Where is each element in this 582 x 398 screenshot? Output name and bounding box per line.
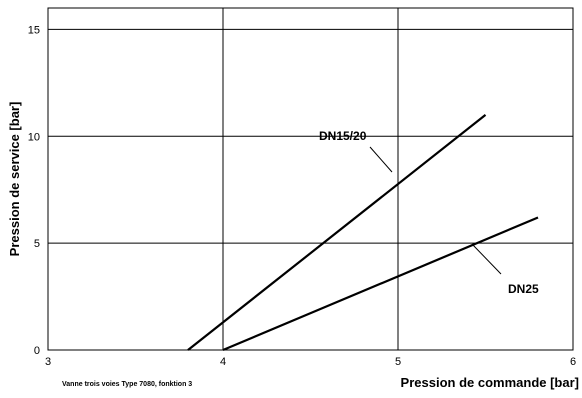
x-tick-label-6: 6 (570, 356, 576, 368)
y-tick-label-0: 0 (34, 345, 40, 357)
plot-frame (47, 7, 574, 351)
y-tick-label-10: 10 (28, 131, 40, 143)
grid (47, 8, 574, 351)
series-label-dn25: DN25 (508, 282, 539, 296)
series-line-dn25 (222, 216, 539, 352)
series-label-leader-dn15-20 (369, 146, 393, 173)
series-callouts: DN15/20 DN25 (319, 129, 539, 296)
series-lines (187, 114, 539, 352)
chart-footnote: Vanne trois voies Type 7080, fonktion 3 (62, 381, 192, 388)
x-tick-label-4: 4 (220, 356, 226, 368)
y-axis-title: Pression de service [bar] (7, 102, 22, 257)
series-line-dn15-20 (187, 114, 487, 351)
series-label-leader-dn25 (471, 243, 502, 275)
series-label-dn15-20: DN15/20 (319, 129, 367, 143)
y-tick-label-5: 5 (34, 238, 40, 250)
x-tick-label-5: 5 (395, 356, 401, 368)
x-tick-label-3: 3 (45, 356, 51, 368)
y-tick-label-15: 15 (28, 24, 40, 36)
tick-labels: 0 5 10 15 3 4 5 6 (28, 24, 576, 368)
x-axis-title: Pression de commande [bar] (401, 375, 579, 390)
